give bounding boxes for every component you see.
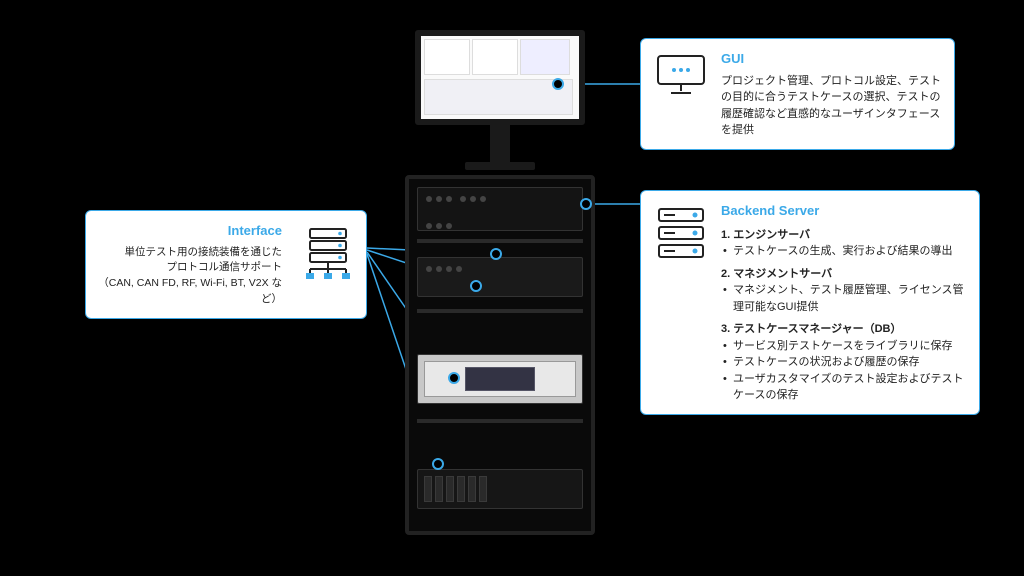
rack-unit-3 (417, 354, 583, 404)
connector-dot-gui (552, 78, 564, 90)
connector-dot-if-2 (470, 280, 482, 292)
rack-unit-4 (417, 469, 583, 509)
callout-interface: Interface 単位テスト用の接続装備を通じた プロトコル通信サポート （C… (85, 210, 367, 319)
rack-unit-1 (417, 187, 583, 231)
interface-line-3: （CAN, CAN FD, RF, Wi-Fi, BT, V2X など） (98, 276, 282, 308)
rack-unit-2 (417, 257, 583, 297)
callout-gui: GUI プロジェクト管理、プロトコル設定、テストの目的に合うテストケースの選択、… (640, 38, 955, 150)
interface-title: Interface (98, 221, 282, 241)
backend-section-1: 1. エンジンサーバ テストケースの生成、実行および結果の導出 (721, 227, 967, 260)
connector-dot-backend (580, 198, 592, 210)
connector-dot-if-3 (448, 372, 460, 384)
monitor-icon (653, 49, 709, 139)
gui-body: プロジェクト管理、プロトコル設定、テストの目的に合うテストケースの選択、テストの… (721, 73, 942, 139)
connector-dot-if-1 (490, 248, 502, 260)
backend-section-2: 2. マネジメントサーバ マネジメント、テスト履歴管理、ライセンス管理可能なGU… (721, 266, 967, 316)
backend-section-3: 3. テストケースマネージャー（DB） サービス別テストケースをライブラリに保存… (721, 321, 967, 404)
connector-dot-if-4 (432, 458, 444, 470)
gui-title: GUI (721, 49, 942, 69)
server-rack (405, 175, 595, 535)
backend-title: Backend Server (721, 201, 967, 221)
network-icon (294, 221, 354, 308)
servers-icon (653, 201, 709, 404)
equipment-rack-illustration (390, 30, 610, 540)
interface-line-1: 単位テスト用の接続装備を通じた (98, 245, 282, 261)
interface-line-2: プロトコル通信サポート (98, 260, 282, 276)
callout-backend: Backend Server 1. エンジンサーバ テストケースの生成、実行およ… (640, 190, 980, 415)
